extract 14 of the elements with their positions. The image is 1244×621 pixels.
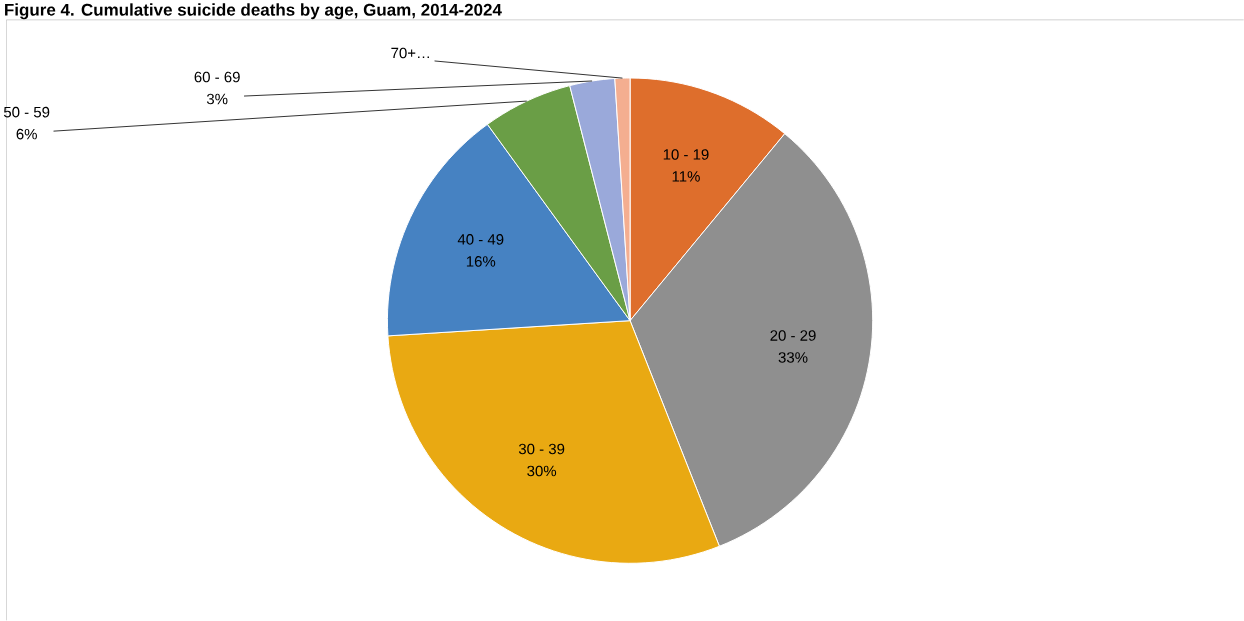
chart-title: Figure 4. Cumulative suicide deaths by age, Guam, 2014-2024 [5,3,502,20]
data-label: 11% [672,171,700,182]
slice-label: 70+… [391,47,429,59]
data-label: 16% [466,256,496,267]
data-label: 33% [778,352,808,363]
slice-label: 20 - 29 [770,330,816,341]
data-label: 6% [16,128,37,140]
slice-label: 40 - 49 [457,234,504,245]
data-label: 3% [206,93,228,105]
slice-label: 50 - 59 [3,106,50,118]
slice-label: 30 - 39 [518,443,565,455]
data-label: 30% [527,465,557,477]
slice-label: 10 - 19 [663,149,709,160]
slice-label: 60 - 69 [194,71,240,83]
